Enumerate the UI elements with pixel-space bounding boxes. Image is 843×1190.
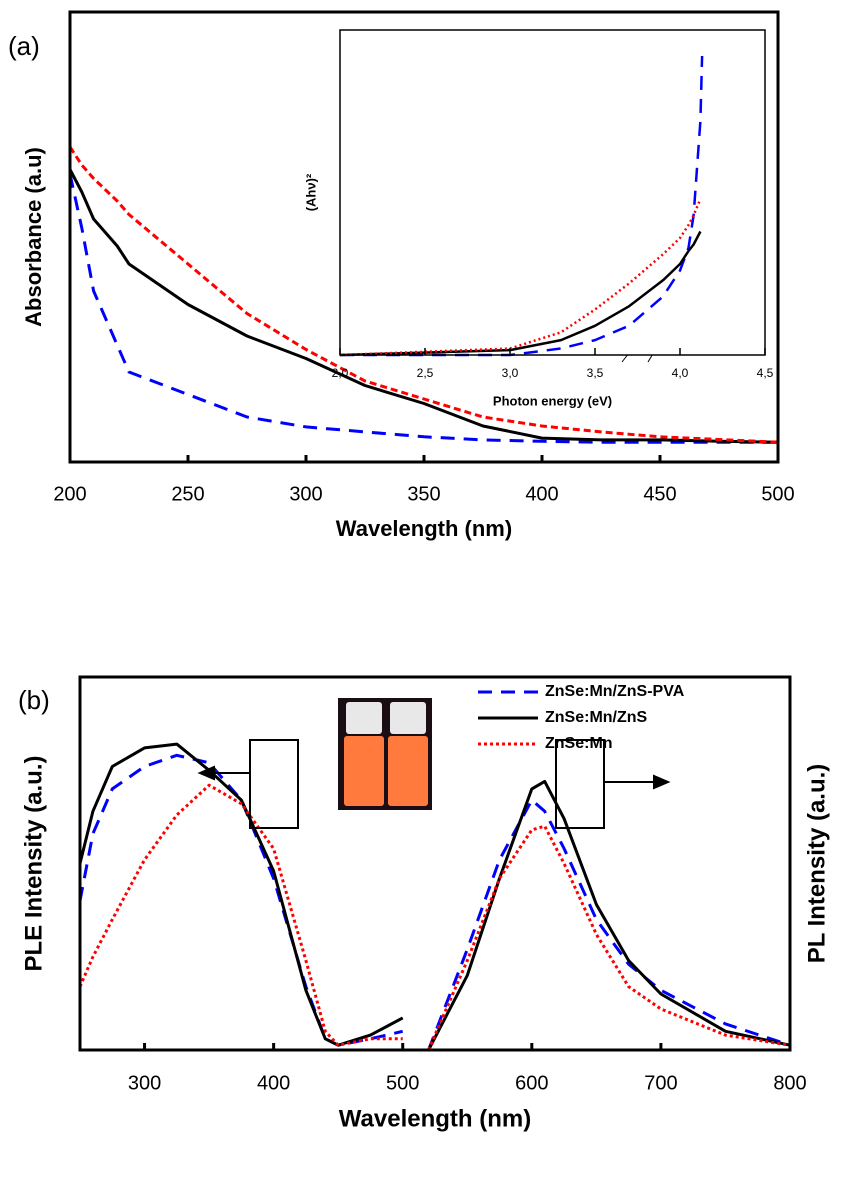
y-axis-label: Absorbance (a.u) [21,147,46,327]
x-tick-label: 300 [289,483,322,505]
x-tick-label: 500 [386,1072,419,1094]
annotation-box [555,739,605,829]
data-line [78,742,791,1051]
data-line [68,173,778,444]
annotation-box [249,739,299,829]
legend-label: ZnSe:Mn/ZnS [545,709,648,726]
data-line [339,198,702,357]
vial [344,736,384,806]
y2-axis-label: PL Intensity (a.u.) [803,764,830,964]
data-line [68,146,779,444]
vial-cap [390,702,426,734]
x-tick-label: 450 [643,483,676,505]
legend-label: ZnSe:Mn/ZnS-PVA [545,683,685,700]
x-tick-label: 300 [128,1072,161,1094]
arrow-head [653,774,671,790]
x-tick-label: 3,5 [587,366,604,380]
annotations [197,739,671,829]
x-tick-label: 3,0 [502,366,519,380]
x-tick-label: 400 [525,483,558,505]
x-tick-label: 200 [53,483,86,505]
x-tick-label: 2,5 [417,366,434,380]
plot-frame [339,29,766,356]
plot-frame [78,675,792,1052]
x-tick-label: 600 [515,1072,548,1094]
vial-cap [346,702,382,734]
vial [388,736,428,806]
y-axis-label: (Ahν)² [303,173,318,211]
data-line [78,783,791,1051]
vial-photo [338,698,432,810]
x-tick-label: 4,0 [672,366,689,380]
x-tick-label: 800 [773,1072,806,1094]
x-tick-label: 250 [171,483,204,505]
x-tick-label: 400 [257,1072,290,1094]
arrow-head [197,765,215,781]
panel-label: (b) [18,685,50,715]
panel-label: (a) [8,31,40,61]
x-tick-label: 700 [644,1072,677,1094]
data-line [68,168,779,444]
data-line [339,230,702,357]
x-axis-label: Photon energy (eV) [493,393,612,408]
x-tick-label: 2,0 [332,366,349,380]
x-tick-label: 350 [407,483,440,505]
x-axis-label: Wavelength (nm) [336,516,512,541]
x-tick-label: 4,5 [757,366,774,380]
x-tick-label: 500 [761,483,794,505]
y-axis-label: PLE Intensity (a.u.) [20,755,47,971]
x-axis-label: Wavelength (nm) [339,1105,531,1132]
